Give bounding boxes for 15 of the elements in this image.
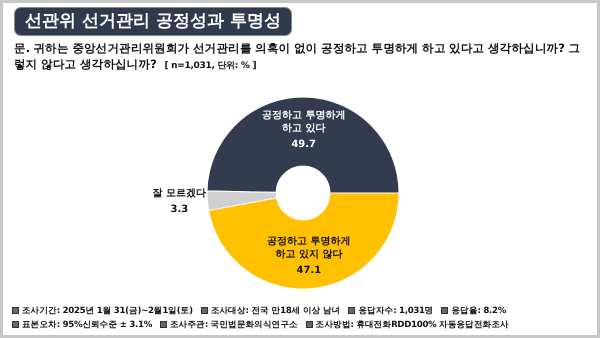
data-label: 49.7	[290, 138, 318, 151]
text: 조사대상: 전국 만18세 이상 남녀	[210, 306, 340, 316]
slice-label: 공정하고 투명하게 하고 있다	[260, 108, 346, 135]
slice-label: 잘 모르겠다	[152, 187, 208, 200]
text: 조사기간: 2025년 1월 31(금)~2월1일(토)	[21, 306, 193, 316]
text: [ n=1,031, 단위: % ]	[164, 61, 256, 71]
slice-label: 공정하고 투명하게 하고 있지 않다	[266, 235, 352, 262]
text: 표본오차: 95%신뢰수준 ± 3.1%	[21, 320, 152, 330]
data-label: 47.1	[296, 264, 322, 278]
text: 조사방법: 휴대전화RDD100% 자동응답전화조사	[314, 320, 509, 330]
data-label: 3.3	[170, 203, 190, 216]
chart-title: 선관위 선거관리 공정성과 투명성	[14, 7, 292, 36]
text: 조사주관: 국민법문화의식연구소	[169, 320, 298, 330]
text: 응답자수: 1,031명	[357, 306, 434, 316]
text: 응답율: 8.2%	[450, 306, 506, 316]
